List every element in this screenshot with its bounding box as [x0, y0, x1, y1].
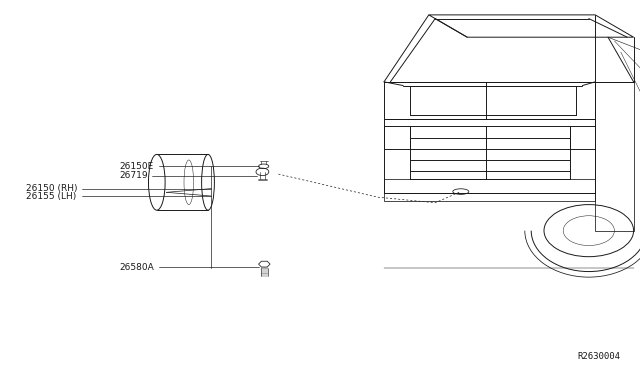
Text: 26150 (RH): 26150 (RH): [26, 184, 77, 193]
Text: 26150E: 26150E: [120, 162, 154, 171]
Text: 26719: 26719: [120, 171, 148, 180]
Bar: [384, 126, 410, 149]
Bar: [570, 126, 595, 149]
Text: 26155 (LH): 26155 (LH): [26, 192, 76, 201]
Text: 26580A: 26580A: [120, 263, 154, 272]
Text: R2630004: R2630004: [578, 352, 621, 361]
